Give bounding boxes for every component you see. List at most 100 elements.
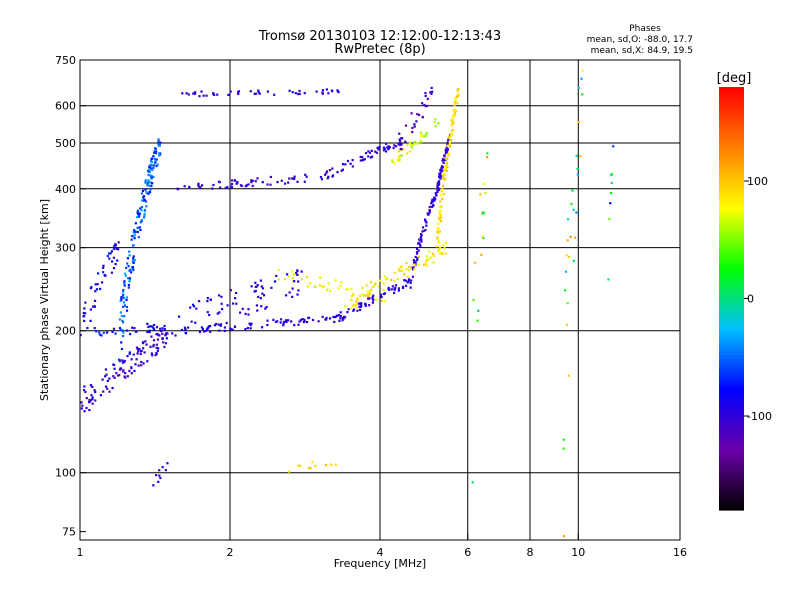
data-point — [297, 289, 300, 292]
data-point — [126, 355, 129, 358]
data-point — [96, 283, 99, 286]
data-point — [202, 94, 205, 97]
data-point — [393, 271, 396, 274]
data-point — [127, 283, 130, 287]
data-point — [146, 322, 149, 325]
data-point — [123, 375, 126, 378]
data-point — [114, 332, 117, 335]
data-point — [563, 289, 567, 292]
data-point — [340, 280, 343, 284]
data-point — [417, 142, 420, 145]
data-point — [444, 149, 447, 152]
data-point — [424, 94, 427, 98]
data-point — [150, 158, 153, 161]
data-point — [90, 286, 93, 289]
data-point — [327, 282, 330, 285]
data-point — [346, 159, 350, 163]
data-point — [306, 275, 309, 279]
data-point — [198, 185, 201, 188]
data-point — [150, 161, 154, 164]
data-point — [301, 317, 304, 321]
data-point — [448, 142, 452, 145]
data-point — [331, 174, 335, 177]
data-point — [128, 279, 131, 282]
data-point — [142, 216, 146, 219]
data-point — [131, 234, 134, 238]
data-point — [207, 325, 211, 328]
data-point — [158, 144, 161, 148]
data-point — [372, 299, 375, 302]
data-point — [112, 247, 116, 251]
data-point — [408, 265, 411, 269]
data-point — [438, 248, 441, 251]
data-point — [218, 181, 221, 184]
data-point — [123, 315, 126, 318]
colorbar-band — [719, 506, 744, 511]
colorbar-band — [719, 467, 744, 472]
data-point — [282, 322, 285, 326]
data-point — [283, 182, 287, 185]
data-point — [474, 261, 477, 264]
data-point — [404, 124, 408, 127]
data-point — [235, 302, 238, 305]
data-point — [285, 319, 288, 322]
data-point — [482, 211, 486, 214]
data-point — [305, 320, 309, 324]
data-point — [209, 298, 212, 301]
data-point — [296, 180, 299, 183]
data-point — [288, 291, 291, 294]
data-point — [93, 389, 96, 392]
data-point — [383, 292, 387, 295]
data-point — [149, 345, 152, 348]
data-point — [94, 283, 97, 286]
data-point — [364, 294, 368, 297]
data-point — [200, 184, 204, 187]
data-point — [220, 302, 223, 305]
colorbar-band — [719, 132, 744, 137]
data-point — [131, 267, 135, 270]
data-point — [141, 189, 145, 192]
colorbar-band — [719, 333, 744, 338]
data-point — [571, 189, 574, 192]
data-point — [481, 235, 484, 238]
data-point — [157, 140, 160, 143]
data-point — [154, 353, 157, 357]
data-point — [439, 200, 442, 203]
data-point — [91, 305, 95, 308]
data-point — [283, 278, 287, 281]
data-point — [446, 142, 450, 145]
data-point — [146, 330, 149, 334]
data-point — [351, 158, 354, 162]
data-point — [111, 330, 114, 334]
data-point — [314, 464, 317, 467]
data-point — [413, 125, 416, 128]
data-point — [307, 466, 311, 470]
data-point — [340, 169, 343, 172]
data-point — [566, 239, 569, 242]
data-point — [124, 272, 127, 275]
data-point — [230, 179, 234, 182]
colorbar-band — [719, 259, 744, 264]
data-point — [439, 210, 442, 213]
data-point — [371, 296, 374, 299]
data-point — [426, 97, 429, 101]
data-point — [158, 152, 161, 155]
colorbar-band — [719, 453, 744, 458]
data-point — [245, 184, 248, 187]
data-point — [266, 183, 269, 186]
data-point — [145, 192, 148, 195]
data-point — [579, 155, 582, 158]
data-point — [435, 194, 438, 197]
data-point — [140, 205, 144, 209]
data-point — [136, 209, 140, 212]
data-point — [350, 287, 353, 291]
data-point — [126, 329, 129, 332]
data-point — [154, 161, 157, 164]
data-point — [413, 263, 416, 267]
colorbar-band — [719, 125, 744, 130]
data-point — [440, 169, 443, 172]
data-point — [446, 144, 449, 147]
data-point — [424, 229, 427, 232]
data-point — [338, 319, 341, 323]
